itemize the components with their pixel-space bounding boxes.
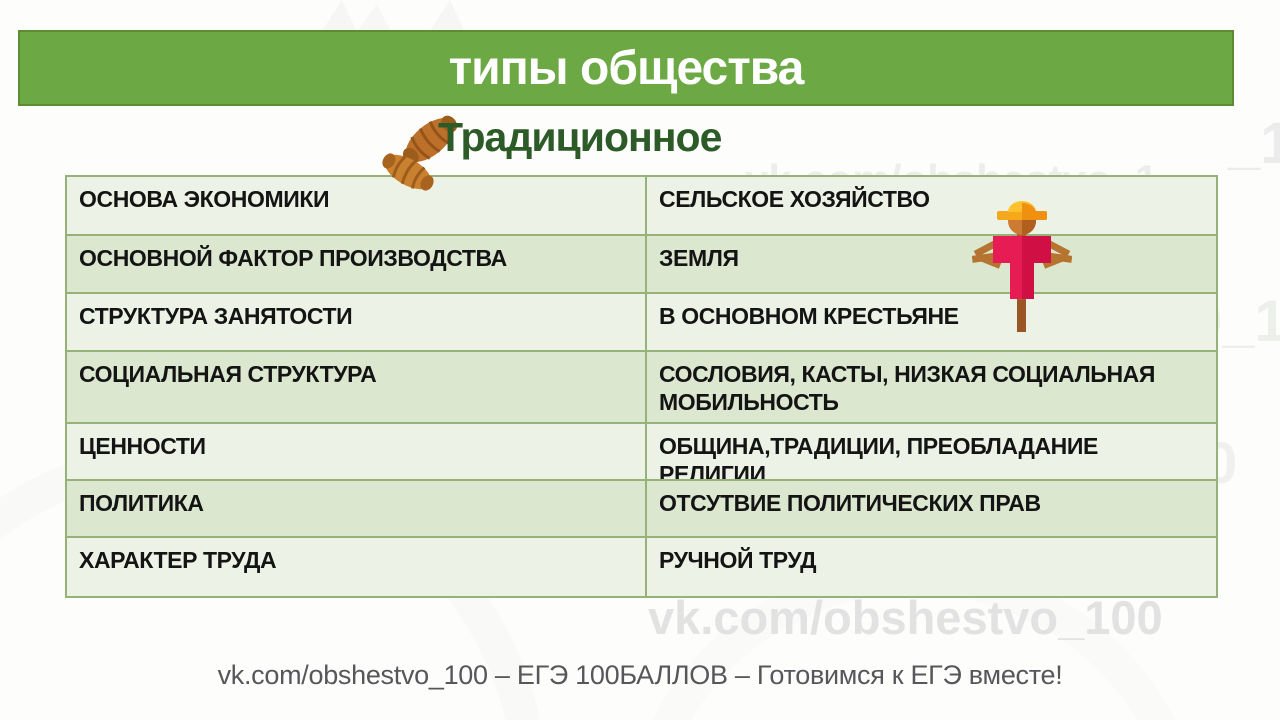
row-label: ОСНОВА ЭКОНОМИКИ: [67, 177, 647, 234]
watermark-main: vk.com/obshestvo_100: [648, 591, 1163, 644]
section-title: Традиционное: [438, 114, 722, 160]
table-row: ПОЛИТИКА ОТСУТВИЕ ПОЛИТИЧЕСКИХ ПРАВ: [67, 479, 1216, 536]
scarecrow-icon: [972, 201, 1072, 332]
row-value: ОТСУТВИЕ ПОЛИТИЧЕСКИХ ПРАВ: [659, 490, 1041, 516]
page-title: типы общества: [448, 41, 805, 95]
row-value: ЗЕМЛЯ: [659, 245, 739, 271]
row-value: РУЧНОЙ ТРУД: [659, 547, 817, 573]
row-label: ХАРАКТЕР ТРУДА: [67, 538, 647, 596]
row-label: ПОЛИТИКА: [67, 481, 647, 536]
row-label: СТРУКТУРА ЗАНЯТОСТИ: [67, 294, 647, 350]
society-table: ОСНОВА ЭКОНОМИКИ СЕЛЬСКОЕ ХОЗЯЙСТВО ОСНО…: [65, 175, 1218, 598]
row-value: СЕЛЬСКОЕ ХОЗЯЙСТВО: [659, 186, 930, 212]
wheat-sheaf-watermark-icon: [300, 0, 520, 34]
subtitle-row: Традиционное: [0, 108, 1280, 191]
row-value: В ОСНОВНОМ КРЕСТЬЯНЕ: [659, 303, 959, 329]
row-label: ЦЕННОСТИ: [67, 424, 647, 489]
row-label: ОСНОВНОЙ ФАКТОР ПРОИЗВОДСТВА: [67, 236, 647, 292]
row-label: СОЦИАЛЬНАЯ СТРУКТУРА: [67, 352, 647, 422]
table-row: ХАРАКТЕР ТРУДА РУЧНОЙ ТРУД: [67, 536, 1216, 596]
table-row: СОЦИАЛЬНАЯ СТРУКТУРА СОСЛОВИЯ, КАСТЫ, НИ…: [67, 350, 1216, 422]
table-row: ЦЕННОСТИ ОБЩИНА,ТРАДИЦИИ, ПРЕОБЛАДАНИЕ Р…: [67, 422, 1216, 489]
bread-icon: [382, 115, 458, 191]
header-banner: типы общества: [18, 30, 1234, 106]
watermark-fragment-right: _1: [1228, 111, 1280, 176]
row-value: СОСЛОВИЯ, КАСТЫ, НИЗКАЯ СОЦИАЛЬНАЯ МОБИЛ…: [659, 361, 1155, 415]
footer-text: vk.com/obshestvo_100 – ЕГЭ 100БАЛЛОВ – Г…: [217, 660, 1063, 690]
